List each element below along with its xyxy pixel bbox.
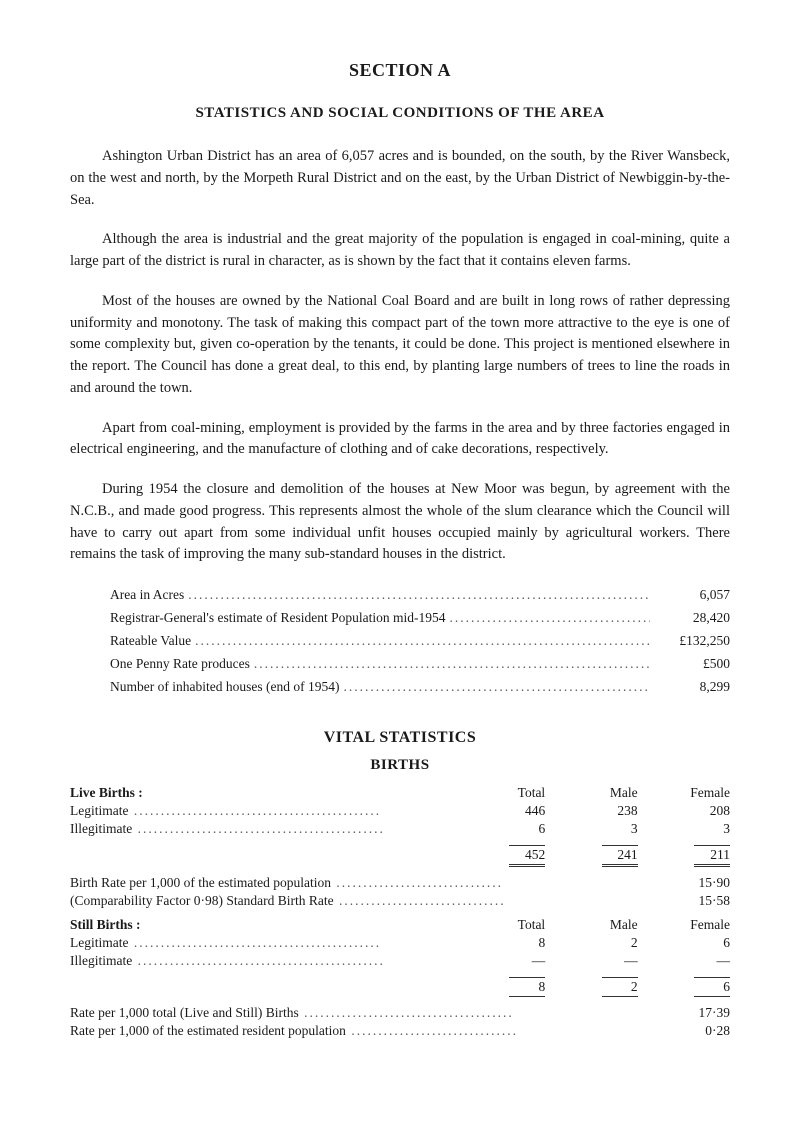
stat-value: £132,250 <box>650 630 730 653</box>
row-label: Illegitimate <box>70 821 132 836</box>
row-label: Legitimate <box>70 935 128 950</box>
rate-row: (Comparability Factor 0·98) Standard Bir… <box>70 892 730 910</box>
live-births-label: Live Births : <box>70 784 453 802</box>
rate-value: 15·90 <box>638 874 730 892</box>
vital-statistics-title: VITAL STATISTICS <box>70 729 730 747</box>
paragraph-5: During 1954 the closure and demolition o… <box>70 479 730 566</box>
stat-row-houses: Number of inhabited houses (end of 1954)… <box>110 676 730 699</box>
cell-female: — <box>638 952 730 970</box>
total-total: 8 <box>509 977 545 997</box>
col-header-male: Male <box>545 916 637 934</box>
total-male: 2 <box>602 977 638 997</box>
cell-male: 2 <box>545 934 637 952</box>
stat-value: 28,420 <box>650 607 730 630</box>
leader-dots: ........................................… <box>132 953 385 968</box>
total-female: 211 <box>694 845 730 867</box>
rate-value: 0·28 <box>638 1022 730 1040</box>
total-male: 241 <box>602 845 638 867</box>
stat-row-area: Area in Acres ..........................… <box>110 584 730 607</box>
cell-total: 446 <box>453 802 545 820</box>
paragraph-2: Although the area is industrial and the … <box>70 229 730 273</box>
leader-dots: ............................... <box>334 893 506 908</box>
section-title: SECTION A <box>70 60 730 81</box>
cell-total: 8 <box>453 934 545 952</box>
totals-row: 452 241 211 <box>70 844 730 868</box>
stat-value: £500 <box>650 653 730 676</box>
stat-label: Number of inhabited houses (end of 1954) <box>110 676 339 699</box>
stat-label: One Penny Rate produces <box>110 653 250 676</box>
rate-row: Rate per 1,000 of the estimated resident… <box>70 1022 730 1040</box>
stat-row-rateable: Rateable Value .........................… <box>110 630 730 653</box>
col-header-total: Total <box>453 916 545 934</box>
rate-value: 15·58 <box>638 892 730 910</box>
births-title: BIRTHS <box>70 757 730 774</box>
table-row: Legitimate .............................… <box>70 802 730 820</box>
col-header-male: Male <box>545 784 637 802</box>
rate-value: 17·39 <box>638 1004 730 1022</box>
row-label: Illegitimate <box>70 953 132 968</box>
stat-value: 6,057 <box>650 584 730 607</box>
subsection-title: STATISTICS AND SOCIAL CONDITIONS OF THE … <box>70 105 730 122</box>
totals-row: 8 2 6 <box>70 976 730 998</box>
cell-total: — <box>453 952 545 970</box>
rate-label: Birth Rate per 1,000 of the estimated po… <box>70 875 331 890</box>
stat-label: Rateable Value <box>110 630 191 653</box>
rate-label: Rate per 1,000 total (Live and Still) Bi… <box>70 1005 299 1020</box>
table-header-row: Still Births : Total Male Female <box>70 916 730 934</box>
rate-label: Rate per 1,000 of the estimated resident… <box>70 1023 346 1038</box>
rate-label: (Comparability Factor 0·98) Standard Bir… <box>70 893 334 908</box>
live-births-table: Live Births : Total Male Female Legitima… <box>70 784 730 1040</box>
paragraph-4: Apart from coal-mining, employment is pr… <box>70 418 730 462</box>
cell-female: 6 <box>638 934 730 952</box>
leader-dots: ........................................… <box>339 676 650 699</box>
cell-total: 6 <box>453 820 545 838</box>
stat-value: 8,299 <box>650 676 730 699</box>
leader-dots: ............................... <box>331 875 503 890</box>
col-header-total: Total <box>453 784 545 802</box>
cell-female: 208 <box>638 802 730 820</box>
leader-dots: ........................................… <box>128 935 381 950</box>
leader-dots: ............................... <box>346 1023 518 1038</box>
stat-row-population: Registrar-General's estimate of Resident… <box>110 607 730 630</box>
cell-male: 238 <box>545 802 637 820</box>
stat-row-penny-rate: One Penny Rate produces ................… <box>110 653 730 676</box>
leader-dots: ........................................… <box>191 630 650 653</box>
total-total: 452 <box>509 845 545 867</box>
cell-male: — <box>545 952 637 970</box>
leader-dots: ....................................... <box>299 1005 514 1020</box>
still-births-label: Still Births : <box>70 916 453 934</box>
paragraph-3: Most of the houses are owned by the Nati… <box>70 291 730 400</box>
leader-dots: ........................................… <box>128 803 381 818</box>
col-header-female: Female <box>638 784 730 802</box>
table-row: Legitimate .............................… <box>70 934 730 952</box>
table-row: Illegitimate ...........................… <box>70 952 730 970</box>
rate-row: Rate per 1,000 total (Live and Still) Bi… <box>70 1004 730 1022</box>
cell-male: 3 <box>545 820 637 838</box>
leader-dots: ........................................… <box>445 607 650 630</box>
row-label: Legitimate <box>70 803 128 818</box>
col-header-female: Female <box>638 916 730 934</box>
stat-label: Area in Acres <box>110 584 184 607</box>
stat-label: Registrar-General's estimate of Resident… <box>110 607 445 630</box>
leader-dots: ........................................… <box>184 584 650 607</box>
table-row: Illegitimate ...........................… <box>70 820 730 838</box>
rate-row: Birth Rate per 1,000 of the estimated po… <box>70 874 730 892</box>
leader-dots: ........................................… <box>250 653 650 676</box>
area-stats-list: Area in Acres ..........................… <box>70 584 730 699</box>
total-female: 6 <box>694 977 730 997</box>
leader-dots: ........................................… <box>132 821 385 836</box>
paragraph-1: Ashington Urban District has an area of … <box>70 146 730 211</box>
table-header-row: Live Births : Total Male Female <box>70 784 730 802</box>
cell-female: 3 <box>638 820 730 838</box>
